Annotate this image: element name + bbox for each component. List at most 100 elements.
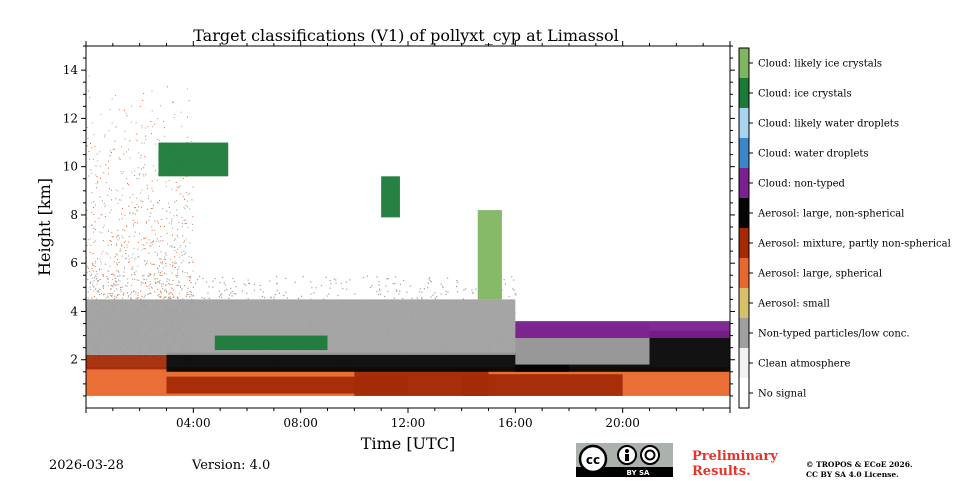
speckle-pixel bbox=[167, 298, 169, 300]
speckle-pixel bbox=[429, 280, 431, 282]
speckle-pixel bbox=[337, 295, 339, 297]
speckle-pixel bbox=[117, 239, 119, 241]
speckle-pixel bbox=[119, 250, 121, 252]
speckle-pixel bbox=[96, 153, 98, 155]
speckle-pixel bbox=[313, 292, 315, 294]
speckle-pixel bbox=[107, 296, 109, 298]
speckle-pixel bbox=[131, 291, 133, 293]
speckle-pixel bbox=[203, 297, 205, 300]
speckle-pixel bbox=[269, 280, 271, 282]
speckle-pixel bbox=[165, 254, 167, 256]
speckle-pixel bbox=[172, 101, 174, 103]
speckle-pixel bbox=[462, 298, 464, 300]
colorbar-swatch bbox=[739, 198, 749, 228]
speckle-pixel bbox=[386, 278, 388, 280]
speckle-pixel bbox=[208, 297, 210, 299]
speckle-pixel bbox=[149, 245, 151, 247]
y-tick-label: 10 bbox=[63, 160, 78, 174]
speckle-pixel bbox=[171, 287, 173, 289]
speckle-pixel bbox=[145, 135, 147, 137]
speckle-pixel bbox=[185, 245, 186, 247]
speckle-pixel bbox=[169, 258, 171, 260]
speckle-pixel bbox=[149, 281, 151, 283]
speckle-pixel bbox=[241, 290, 244, 292]
speckle-pixel bbox=[181, 226, 183, 228]
speckle-pixel bbox=[154, 233, 156, 235]
speckle-pixel bbox=[418, 291, 421, 293]
speckle-pixel bbox=[150, 208, 152, 209]
colorbar-swatch bbox=[739, 378, 749, 408]
speckle-pixel bbox=[99, 151, 101, 153]
speckle-pixel bbox=[429, 277, 431, 279]
speckle-pixel bbox=[126, 225, 128, 227]
speckle-pixel bbox=[174, 238, 176, 240]
speckle-pixel bbox=[409, 285, 411, 287]
speckle-pixel bbox=[91, 172, 93, 174]
speckle-pixel bbox=[185, 219, 187, 221]
speckle-pixel bbox=[136, 222, 138, 224]
speckle-pixel bbox=[116, 258, 118, 260]
speckle-pixel bbox=[132, 219, 134, 221]
legend-label: Cloud: likely ice crystals bbox=[758, 59, 882, 70]
colorbar-swatch bbox=[739, 168, 749, 198]
speckle-pixel bbox=[95, 204, 96, 206]
speckle-pixel bbox=[513, 279, 515, 281]
speckle-pixel bbox=[124, 214, 126, 216]
speckle-pixel bbox=[108, 270, 110, 272]
speckle-pixel bbox=[137, 255, 139, 257]
speckle-pixel bbox=[120, 291, 122, 293]
speckle-pixel bbox=[144, 164, 146, 165]
speckle-pixel bbox=[263, 297, 266, 299]
speckle-pixel bbox=[145, 282, 147, 284]
speckle-pixel bbox=[398, 293, 400, 295]
speckle-pixel bbox=[162, 283, 164, 285]
svg-text:cc: cc bbox=[586, 453, 600, 467]
speckle-pixel bbox=[166, 232, 168, 234]
speckle-pixel bbox=[447, 291, 449, 293]
speckle-pixel bbox=[93, 227, 95, 229]
speckle-pixel bbox=[247, 279, 249, 281]
speckle-pixel bbox=[129, 211, 131, 213]
speckle-pixel bbox=[160, 262, 162, 263]
speckle-pixel bbox=[189, 193, 191, 194]
speckle-pixel bbox=[176, 276, 178, 278]
speckle-pixel bbox=[107, 167, 109, 169]
speckle-pixel bbox=[143, 296, 145, 298]
speckle-pixel bbox=[127, 292, 128, 294]
speckle-pixel bbox=[221, 276, 224, 278]
speckle-pixel bbox=[156, 267, 158, 269]
speckle-pixel bbox=[107, 244, 109, 246]
speckle-pixel bbox=[157, 295, 159, 297]
speckle-pixel bbox=[105, 252, 107, 254]
speckle-pixel bbox=[123, 153, 125, 155]
speckle-pixel bbox=[118, 199, 120, 201]
speckle-pixel bbox=[183, 285, 186, 287]
speckle-pixel bbox=[185, 223, 187, 224]
speckle-pixel bbox=[131, 171, 133, 173]
speckle-pixel bbox=[329, 287, 331, 289]
speckle-pixel bbox=[159, 274, 161, 276]
speckle-pixel bbox=[178, 222, 180, 224]
speckle-pixel bbox=[157, 173, 159, 175]
speckle-pixel bbox=[178, 292, 180, 294]
speckle-pixel bbox=[310, 293, 312, 295]
speckle-pixel bbox=[122, 237, 124, 239]
speckle-pixel bbox=[94, 229, 96, 231]
speckle-pixel bbox=[428, 278, 430, 280]
speckle-pixel bbox=[346, 288, 348, 290]
speckle-pixel bbox=[212, 280, 214, 282]
speckle-pixel bbox=[156, 281, 158, 283]
speckle-pixel bbox=[91, 192, 93, 194]
speckle-pixel bbox=[153, 165, 154, 167]
speckle-pixel bbox=[89, 275, 91, 277]
speckle-pixel bbox=[152, 190, 154, 192]
speckle-pixel bbox=[171, 272, 173, 274]
speckle-pixel bbox=[150, 286, 152, 288]
speckle-pixel bbox=[102, 251, 104, 253]
speckle-pixel bbox=[187, 116, 188, 118]
speckle-pixel bbox=[156, 201, 158, 203]
speckle-pixel bbox=[171, 227, 173, 229]
colorbar-swatch bbox=[739, 318, 749, 348]
speckle-pixel bbox=[89, 281, 91, 283]
speckle-pixel bbox=[113, 236, 115, 237]
